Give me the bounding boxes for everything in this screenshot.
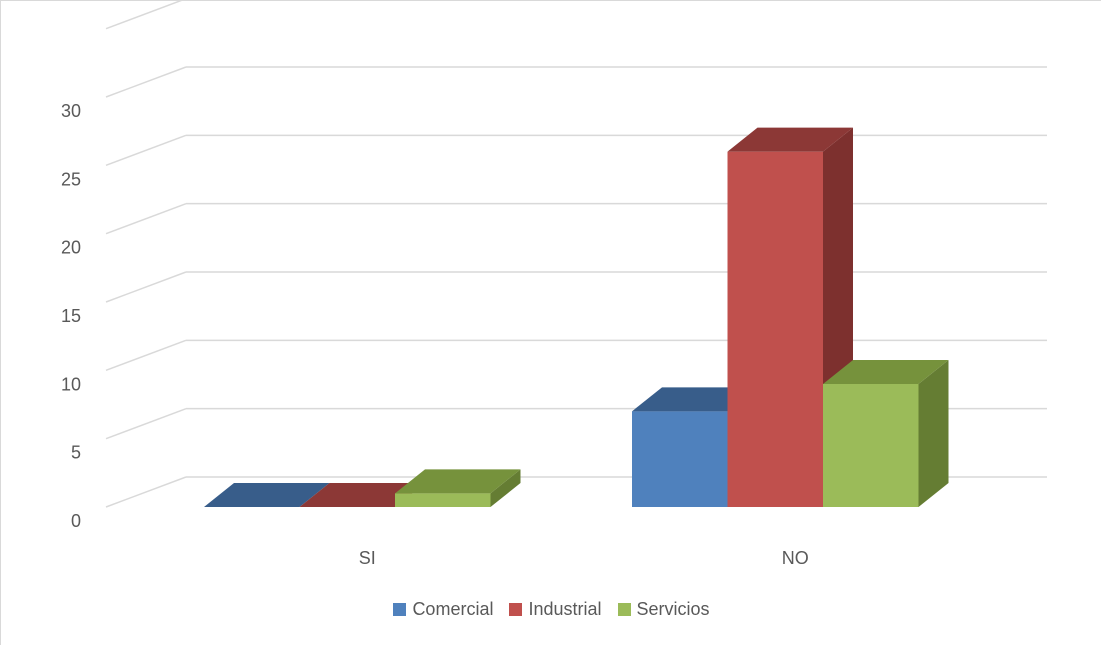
y-tick-label: 25 — [61, 169, 81, 189]
bars — [204, 127, 949, 508]
bar-servicios-no — [823, 360, 949, 507]
bar-comercial-si — [204, 483, 330, 507]
legend-label-industrial: Industrial — [528, 599, 602, 619]
gridline-diagonal — [105, 339, 187, 372]
bar-front — [632, 411, 728, 507]
bar-industrial-no — [727, 127, 853, 508]
bar-top — [727, 127, 853, 152]
y-axis-ticks: 0 5 10 15 20 25 30 — [61, 101, 81, 531]
bar-front — [823, 384, 919, 507]
y-tick-label: 5 — [71, 443, 81, 463]
y-tick-label: 15 — [61, 306, 81, 326]
gridline-diagonal — [105, 476, 187, 508]
bar-top — [204, 483, 330, 507]
bar-front — [727, 151, 823, 507]
gridline-diagonal — [105, 202, 187, 235]
gridlines — [105, 1, 1047, 508]
legend-swatch-industrial — [509, 603, 523, 616]
bar-side — [918, 360, 949, 507]
y-tick-label: 0 — [71, 511, 81, 531]
legend-item-industrial: Industrial — [509, 599, 602, 620]
gridline-diagonal — [105, 1, 182, 30]
legend-label-servicios: Servicios — [636, 599, 710, 619]
legend: Comercial Industrial Servicios — [1, 599, 1101, 620]
x-axis-categories: SI NO — [359, 548, 809, 568]
legend-label-comercial: Comercial — [412, 599, 494, 619]
legend-item-servicios: Servicios — [617, 599, 710, 620]
x-category-label: NO — [782, 548, 809, 568]
y-tick-label: 20 — [61, 238, 81, 258]
gridline-diagonal — [105, 271, 187, 303]
legend-swatch-servicios — [617, 603, 631, 616]
bar-side — [490, 469, 521, 507]
legend-swatch-comercial — [393, 603, 407, 616]
bar-industrial-si — [299, 483, 425, 507]
bar-top — [395, 469, 521, 494]
y-tick-label: 30 — [61, 101, 81, 121]
gridline-diagonal — [105, 407, 187, 440]
bar-top — [299, 483, 425, 507]
bar-front — [395, 493, 491, 507]
gridline-diagonal — [105, 66, 187, 98]
gridline-diagonal — [105, 134, 187, 167]
legend-item-comercial: Comercial — [393, 599, 493, 620]
bar-top — [632, 387, 758, 412]
x-category-label: SI — [359, 548, 376, 568]
bar-servicios-si — [395, 469, 521, 507]
bar-top — [823, 360, 949, 384]
y-tick-label: 10 — [61, 374, 81, 394]
